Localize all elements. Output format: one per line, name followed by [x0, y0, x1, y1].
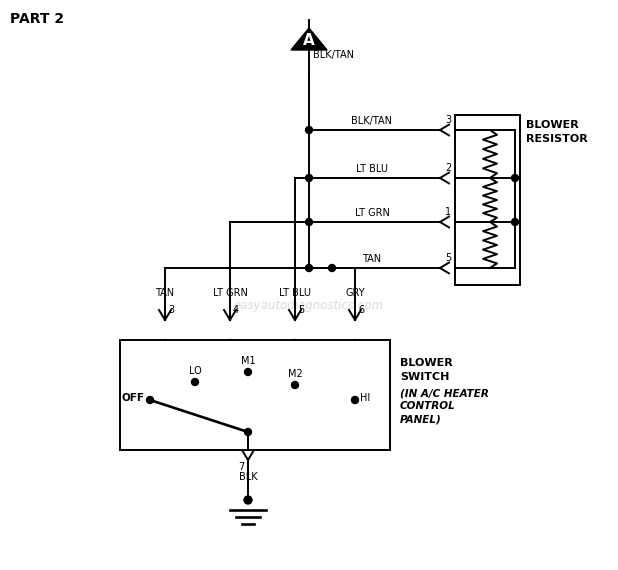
Text: OFF: OFF	[122, 393, 145, 403]
Text: LT BLU: LT BLU	[279, 288, 311, 298]
Text: easyautodiagnostics.com: easyautodiagnostics.com	[234, 299, 384, 311]
Text: LO: LO	[188, 366, 201, 376]
Circle shape	[305, 264, 313, 271]
Circle shape	[329, 264, 336, 271]
Circle shape	[305, 218, 313, 226]
Bar	[120, 340, 390, 450]
Circle shape	[512, 218, 519, 226]
Circle shape	[305, 127, 313, 133]
Polygon shape	[291, 28, 327, 50]
Text: TAN: TAN	[362, 254, 381, 264]
Text: BLOWER
SWITCH: BLOWER SWITCH	[400, 358, 453, 382]
Text: PART 2: PART 2	[10, 12, 64, 26]
Bar	[455, 115, 520, 285]
Text: 3: 3	[168, 305, 174, 315]
Circle shape	[245, 368, 252, 376]
Text: M2: M2	[287, 369, 302, 379]
Text: 3: 3	[445, 115, 451, 125]
Circle shape	[244, 496, 252, 504]
Text: M1: M1	[240, 356, 255, 366]
Circle shape	[245, 429, 252, 435]
Text: 5: 5	[445, 253, 451, 263]
Text: (IN A/C HEATER
CONTROL
PANEL): (IN A/C HEATER CONTROL PANEL)	[400, 388, 489, 425]
Circle shape	[146, 397, 153, 404]
Text: HI: HI	[360, 393, 370, 403]
Text: 1: 1	[445, 207, 451, 217]
Text: 5: 5	[298, 305, 304, 315]
Text: 2: 2	[445, 163, 451, 173]
Circle shape	[192, 378, 198, 385]
Text: A: A	[303, 32, 315, 48]
Text: BLK: BLK	[239, 472, 257, 482]
Text: LT GRN: LT GRN	[355, 208, 389, 218]
Circle shape	[352, 397, 358, 404]
Text: BLK/TAN: BLK/TAN	[352, 116, 392, 126]
Text: BLK/TAN: BLK/TAN	[313, 50, 354, 60]
Circle shape	[512, 174, 519, 181]
Text: LT GRN: LT GRN	[213, 288, 247, 298]
Circle shape	[292, 381, 298, 389]
Text: LT BLU: LT BLU	[356, 164, 388, 174]
Circle shape	[305, 174, 313, 181]
Text: 6: 6	[358, 305, 364, 315]
Text: TAN: TAN	[156, 288, 174, 298]
Text: GRY: GRY	[345, 288, 365, 298]
Text: BLOWER
RESISTOR: BLOWER RESISTOR	[526, 120, 588, 144]
Text: 7: 7	[238, 462, 244, 472]
Text: 4: 4	[233, 305, 239, 315]
